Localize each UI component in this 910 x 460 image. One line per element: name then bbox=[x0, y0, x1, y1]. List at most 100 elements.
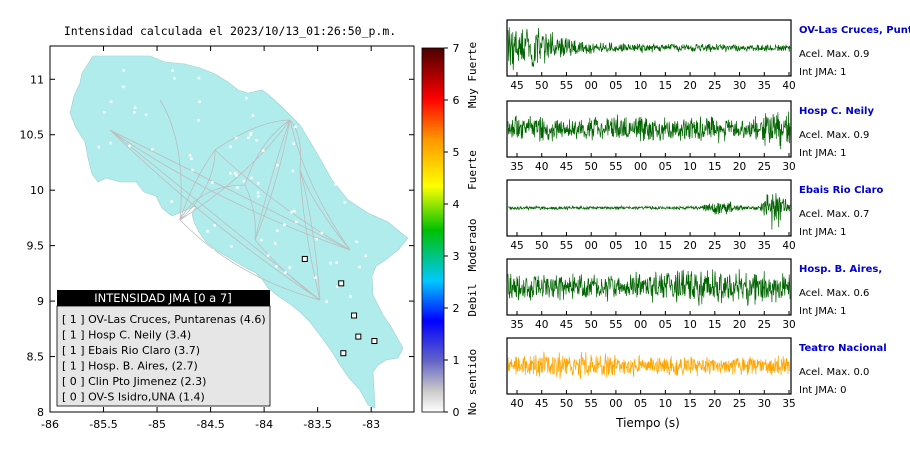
town-dot bbox=[314, 136, 318, 140]
town-dot bbox=[236, 186, 239, 189]
waveform-tick-label: 30 bbox=[782, 161, 795, 173]
town-dot bbox=[249, 133, 252, 136]
waveform-tick-label: 35 bbox=[510, 161, 523, 173]
int-jma-label: Int JMA: 1 bbox=[799, 227, 847, 238]
waveform-tick-label: 15 bbox=[659, 80, 672, 92]
waveform-tick-label: 15 bbox=[683, 398, 696, 410]
map-y-axis: 11 10.5 10 9.5 9 8.5 8 bbox=[20, 73, 414, 419]
road bbox=[299, 169, 351, 251]
waveform-tick-label: 05 bbox=[634, 398, 647, 410]
town-dot bbox=[364, 254, 368, 258]
waveform-trace bbox=[507, 351, 791, 379]
map-frame bbox=[49, 45, 415, 413]
waveform-tick-label: 05 bbox=[609, 240, 622, 252]
town-dot bbox=[109, 100, 113, 104]
waveform-tick-label: 20 bbox=[683, 240, 696, 252]
station-name: Hosp C. Neily bbox=[799, 106, 874, 117]
waveform-panels: 45 50 55 00 05 10 15 20 25 30 35 40 OV-Las Cruces, P… bbox=[506, 19, 910, 410]
waveform-panel: 45 50 55 00 05 10 15 20 25 30 35 40 OV-Las Cruces, P… bbox=[506, 19, 910, 92]
town-dot bbox=[355, 240, 358, 244]
waveform-tick-label: 25 bbox=[708, 80, 721, 92]
colorbar-ticks: 7 6 5 4 3 2 1 0 bbox=[444, 42, 460, 419]
waveform-tick-label: 25 bbox=[708, 240, 721, 252]
map-x-tick-label: -83 bbox=[362, 418, 380, 431]
town-dot bbox=[274, 242, 277, 245]
colorbar-category-label: Muy Fuerte bbox=[466, 42, 479, 108]
town-dot bbox=[149, 230, 153, 233]
road bbox=[214, 149, 351, 251]
colorbar-tick-label: 6 bbox=[453, 94, 460, 107]
road bbox=[159, 99, 182, 221]
waveform-tick-label: 20 bbox=[708, 398, 721, 410]
waveform-tick-label: 15 bbox=[708, 161, 721, 173]
int-jma-label: Int JMA: 1 bbox=[799, 306, 847, 317]
town-dot bbox=[295, 220, 298, 224]
legend-item: [ 1 ] Hosp. B. Aires, (2.7) bbox=[62, 360, 198, 373]
map-y-tick-label: 9 bbox=[37, 295, 44, 308]
legend-item: [ 1 ] OV-Las Cruces, Puntarenas (4.6) bbox=[62, 313, 266, 326]
waveform-tick-label: 25 bbox=[758, 161, 771, 173]
colorbar-gradient bbox=[421, 47, 445, 413]
colorbar-tick-label: 0 bbox=[453, 406, 460, 419]
waveform-tick-label: 45 bbox=[510, 240, 523, 252]
station-marker bbox=[340, 350, 347, 357]
town-dot bbox=[288, 100, 291, 103]
waveform-trace bbox=[507, 269, 791, 306]
town-markers bbox=[97, 69, 388, 328]
waveform-tick-label: 10 bbox=[634, 240, 647, 252]
road bbox=[289, 119, 351, 251]
waveform-tick-label: 05 bbox=[609, 80, 622, 92]
acel-max-label: Acel. Max. 0.9 bbox=[799, 49, 869, 60]
town-dot bbox=[249, 132, 253, 135]
town-dot bbox=[190, 157, 193, 161]
town-dot bbox=[197, 76, 201, 80]
town-dot bbox=[256, 182, 260, 185]
colorbar-tick-label: 5 bbox=[453, 146, 460, 159]
map-x-tick-label: -84 bbox=[255, 418, 273, 431]
station-markers bbox=[301, 255, 378, 357]
road bbox=[179, 149, 216, 221]
intensity-colorbar: 7 6 5 4 3 2 1 0 Muy Fuerte Fuerte Moderado Debil No… bbox=[421, 42, 479, 419]
waveform-tick-label: 10 bbox=[683, 161, 696, 173]
town-dot bbox=[320, 231, 324, 235]
town-dot bbox=[185, 237, 188, 240]
town-dot bbox=[326, 131, 330, 134]
legend-items: [ 1 ] OV-Las Cruces, Puntarenas (4.6) [ 1… bbox=[62, 313, 266, 404]
waveform-tick-label: 00 bbox=[584, 80, 597, 92]
town-dot bbox=[260, 238, 263, 242]
town-dot bbox=[173, 77, 176, 80]
town-dot bbox=[186, 233, 189, 237]
waveform-tick-label: 35 bbox=[782, 398, 795, 410]
waveform-tick-label: 45 bbox=[535, 398, 548, 410]
town-dot bbox=[255, 138, 258, 142]
legend-body bbox=[56, 305, 271, 407]
town-dot bbox=[266, 254, 270, 257]
waveform-tick-label: 30 bbox=[782, 319, 795, 331]
road bbox=[244, 119, 291, 186]
waveform-tick-label: 00 bbox=[584, 240, 597, 252]
road bbox=[109, 129, 321, 301]
waveform-tick-label: 40 bbox=[535, 161, 548, 173]
town-dot bbox=[135, 246, 138, 249]
map-x-tick-label: -84.5 bbox=[196, 418, 224, 431]
town-dot bbox=[256, 191, 260, 194]
map-x-tick-label: -85 bbox=[148, 418, 166, 431]
station-marker bbox=[338, 280, 345, 287]
waveform-trace bbox=[507, 193, 791, 230]
town-dot bbox=[343, 201, 347, 204]
town-dot bbox=[198, 100, 201, 104]
waveform-tick-label: 35 bbox=[758, 80, 771, 92]
town-dot bbox=[247, 136, 250, 140]
waveform-tick-label: 40 bbox=[782, 80, 795, 92]
town-dot bbox=[284, 271, 287, 274]
town-dot bbox=[245, 96, 248, 100]
road bbox=[254, 239, 321, 301]
colorbar-category-labels: Muy Fuerte Fuerte Moderado Debil No sentido bbox=[466, 42, 479, 415]
waveform-trace bbox=[507, 111, 791, 150]
town-dot bbox=[307, 99, 311, 103]
town-dot bbox=[228, 172, 232, 175]
town-dot bbox=[213, 223, 216, 227]
map-y-tick-label: 8.5 bbox=[27, 351, 45, 364]
map-x-tick-label: -86 bbox=[41, 418, 59, 431]
